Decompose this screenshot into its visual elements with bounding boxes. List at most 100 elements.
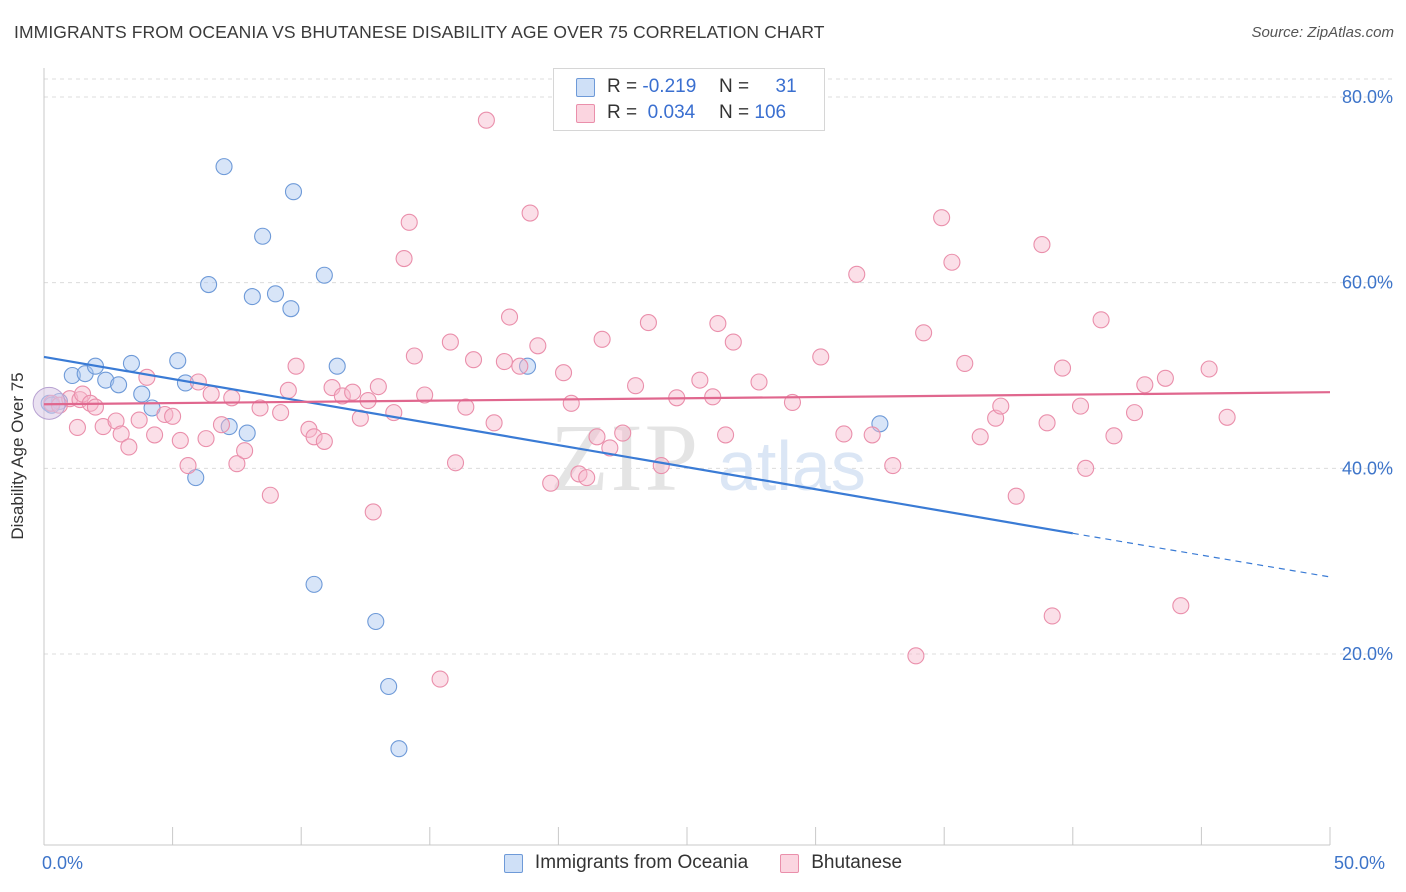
data-point [724, 333, 742, 351]
trend-line-bhutanese [43, 391, 1331, 406]
data-point [284, 183, 303, 201]
data-point [212, 416, 231, 434]
data-point [364, 503, 382, 521]
data-point [1125, 404, 1144, 422]
chart-title: IMMIGRANTS FROM OCEANIA VS BHUTANESE DIS… [14, 22, 825, 42]
data-point [1092, 311, 1110, 329]
data-point [943, 253, 961, 271]
data-point [305, 575, 323, 593]
data-point [171, 431, 189, 450]
data-point [511, 357, 529, 375]
x-tick-label-min: 0.0% [42, 853, 84, 873]
data-point [282, 300, 300, 318]
data-point [367, 612, 385, 631]
legend-r-label: R = [607, 102, 638, 123]
data-points [32, 111, 1236, 758]
data-point [400, 213, 418, 231]
data-point [601, 439, 619, 457]
data-point [915, 324, 933, 342]
y-tick-labels: 20.0% 40.0% 60.0% 80.0% [1342, 87, 1393, 664]
data-point [416, 386, 434, 404]
data-point [652, 456, 670, 475]
data-point [122, 354, 140, 372]
data-point [86, 398, 104, 416]
data-point [709, 314, 727, 333]
legend-n-value: 106 [754, 102, 787, 123]
data-point [521, 204, 539, 222]
data-point [228, 455, 246, 473]
legend-item-bhutanese: Bhutanese [780, 852, 902, 874]
data-point [107, 412, 125, 430]
data-point [812, 348, 830, 366]
data-point [691, 371, 709, 389]
watermark-atlas: atlas [718, 427, 866, 505]
data-point [485, 414, 503, 432]
data-point [1218, 408, 1236, 426]
data-point [261, 486, 279, 504]
data-point [562, 394, 580, 412]
y-tick-label: 20.0% [1342, 644, 1393, 664]
data-point [907, 647, 925, 665]
axes [43, 68, 1331, 846]
legend-label-bhutanese: Bhutanese [811, 852, 903, 873]
data-point [956, 354, 974, 372]
data-point [783, 393, 802, 411]
data-point [120, 438, 138, 456]
data-point [1033, 236, 1051, 254]
data-point [305, 428, 323, 446]
data-point [500, 308, 519, 326]
watermark-zip: ZIP [550, 404, 700, 511]
data-point [614, 424, 632, 442]
y-tick-label: 60.0% [1342, 273, 1393, 293]
data-point [441, 333, 459, 351]
y-tick-label: 80.0% [1342, 87, 1393, 107]
data-point [1105, 427, 1123, 445]
data-point [1077, 459, 1095, 477]
data-point [457, 398, 475, 416]
data-point [169, 352, 187, 370]
legend-item-oceania: Immigrants from Oceania [503, 852, 749, 874]
trend-line-oceania-extension [1072, 532, 1331, 578]
data-point [146, 426, 164, 444]
legend-n-label: N = [719, 102, 750, 123]
legend-swatch-bhutanese [576, 103, 595, 123]
data-point [529, 337, 547, 355]
data-point [97, 371, 115, 389]
series-legend: Immigrants from Oceania Bhutanese [0, 852, 1406, 874]
data-point [112, 425, 130, 443]
data-point [110, 376, 128, 394]
legend-label-oceania: Immigrants from Oceania [534, 852, 749, 873]
data-point [1071, 397, 1090, 415]
legend-swatch-bhutanese [780, 853, 800, 873]
watermark: ZIP atlas [550, 404, 866, 511]
legend-n-label: N = [719, 76, 750, 97]
data-point [464, 351, 483, 369]
data-point [251, 399, 269, 417]
data-point [133, 385, 151, 403]
legend-r-label: R = [607, 76, 638, 97]
data-point [369, 378, 387, 396]
data-point [236, 442, 254, 460]
data-point [405, 347, 423, 365]
data-point [1053, 359, 1072, 377]
data-point [863, 426, 881, 444]
data-point [130, 411, 148, 429]
legend-swatch-oceania [503, 853, 523, 873]
data-point [272, 404, 290, 422]
data-point [1156, 369, 1174, 387]
data-point [187, 469, 205, 487]
data-point [477, 111, 495, 129]
data-point [446, 454, 465, 472]
data-point [243, 288, 261, 306]
data-point [1007, 487, 1025, 505]
legend-row-bhutanese: R = 0.034 N = 106 [576, 101, 786, 125]
data-point [395, 249, 413, 268]
data-point [578, 469, 596, 487]
series-bhutanese-points [43, 111, 1236, 688]
correlation-legend: R = -0.219 N = 31 R = 0.034 N = 106 [553, 68, 825, 131]
legend-n-value: 31 [775, 76, 797, 97]
legend-row-oceania: R = -0.219 N = 31 [576, 75, 797, 99]
data-point [593, 330, 611, 348]
data-point [63, 366, 81, 385]
